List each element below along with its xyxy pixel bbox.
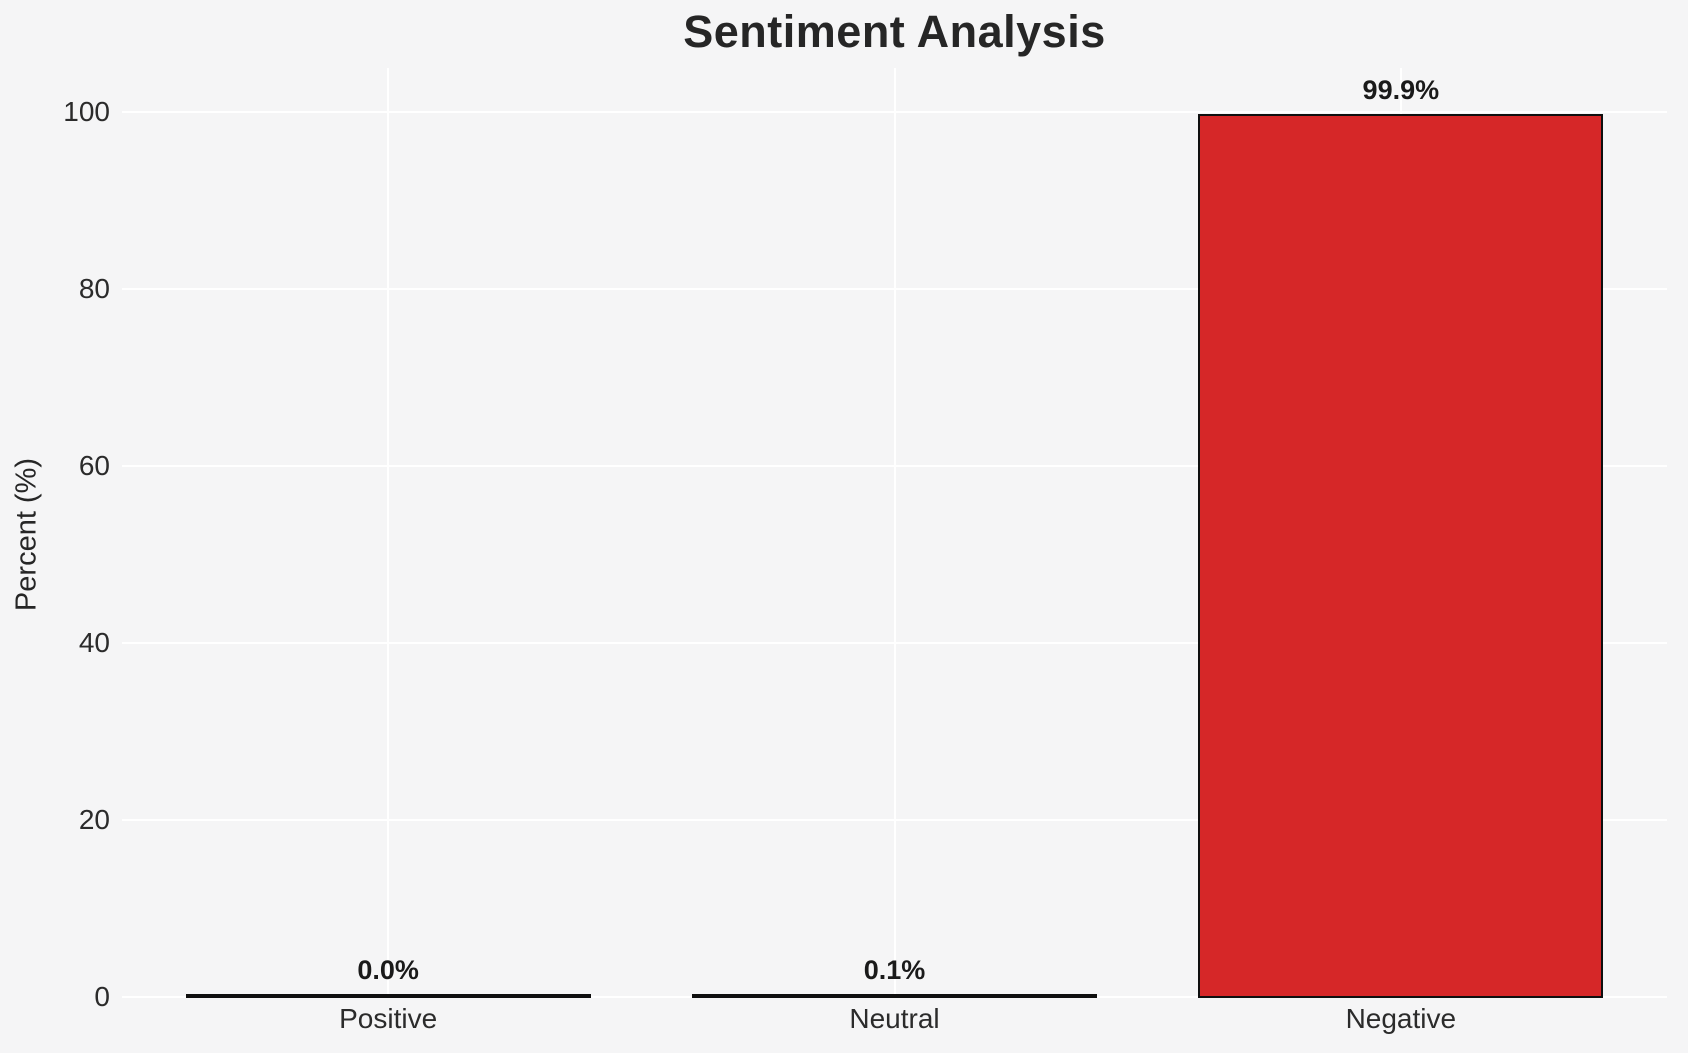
plot-area: 0.0% Positive 0.1% Neutral 99.9% Negative xyxy=(122,68,1667,1034)
y-tick-label: 0 xyxy=(94,981,110,1012)
y-tick-label: 20 xyxy=(78,804,110,836)
x-tick-label: Neutral xyxy=(849,1003,940,1034)
y-tick-label: 100 xyxy=(63,96,110,128)
y-tick-label: 40 xyxy=(78,627,110,659)
y-tick-labels: 0 20 40 60 80 100 xyxy=(0,68,110,1012)
chart-title: Sentiment Analysis xyxy=(683,6,1106,57)
bar-negative xyxy=(1198,114,1604,998)
gridline-v xyxy=(893,68,896,997)
bar-positive xyxy=(185,994,591,998)
bar-value-label: 0.0% xyxy=(357,955,419,985)
bar-value-label: 0.1% xyxy=(863,955,926,985)
bar-neutral xyxy=(692,994,1097,998)
y-tick-label: 60 xyxy=(78,450,110,482)
x-tick-label: Negative xyxy=(1345,1003,1457,1034)
y-tick-label: 80 xyxy=(78,273,110,305)
bar-value-label: 99.9% xyxy=(1362,75,1440,106)
x-tick-label: Positive xyxy=(339,1003,438,1034)
gridline-v xyxy=(387,68,390,997)
